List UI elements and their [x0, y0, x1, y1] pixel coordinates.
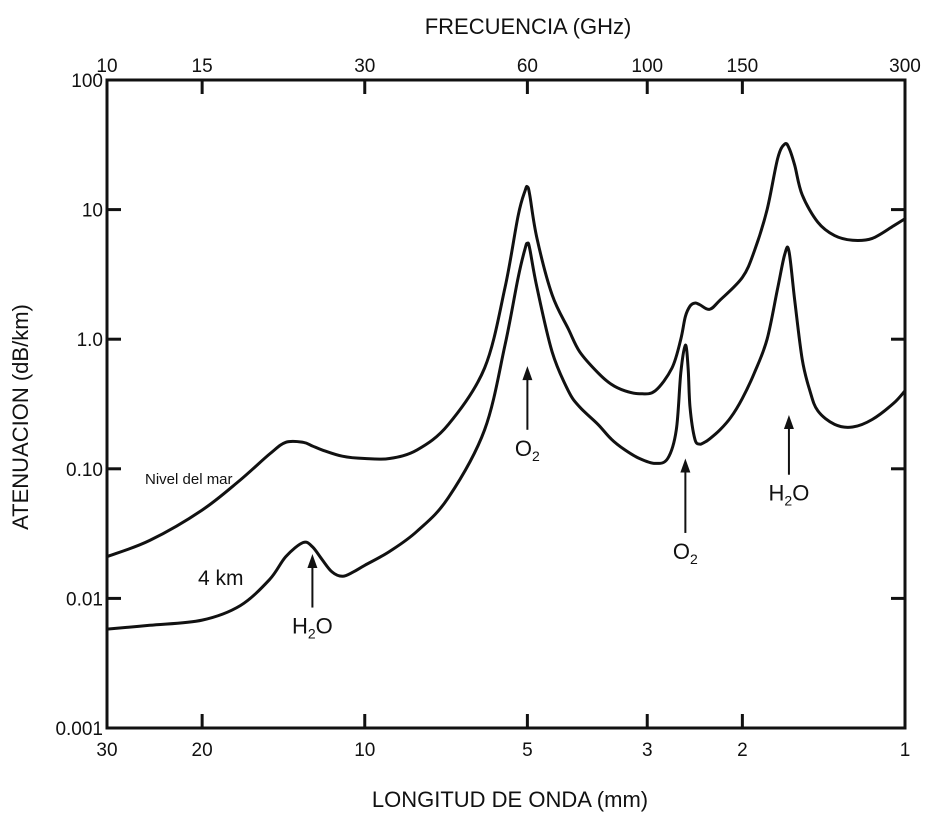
series-label-4-km: 4 km	[198, 567, 244, 590]
arrow-head-h2o_low	[307, 554, 318, 569]
y-tick-label-4: 10	[82, 201, 103, 222]
plot-frame	[105, 78, 907, 730]
x-tick-label-6: 1	[900, 740, 911, 761]
plot-area: 30 20 10 5 3 2 1 10 15 30 60 100 150 300 0.001 0.01 0.10…	[55, 56, 920, 761]
x-tick-label-4: 3	[642, 740, 653, 761]
y-axis-title: ATENUACION (dB/km)	[8, 304, 33, 530]
series-label-nivel-del-mar: Nivel del mar	[145, 471, 233, 488]
x-tick-label-5: 2	[737, 740, 748, 761]
arrow-head-h2o_183	[783, 415, 794, 430]
x2-tick-label-2: 30	[354, 56, 375, 77]
y-tick-label-1: 0.01	[66, 589, 103, 610]
y-tick-label-5: 100	[71, 71, 103, 92]
annotation-label-o2_60: O2	[515, 436, 540, 464]
x-tick-label-1: 20	[192, 740, 213, 761]
y-tick-label-2: 0.10	[66, 460, 103, 481]
x2-tick-label-1: 15	[192, 56, 213, 77]
y-tick-label-3: 1.0	[77, 330, 103, 351]
x2-tick-label-6: 300	[889, 56, 921, 77]
x2-tick-label-4: 100	[631, 56, 663, 77]
x-tick-label-3: 5	[522, 740, 533, 761]
y-tick-label-0: 0.001	[55, 719, 103, 740]
x-tick-label-2: 10	[354, 740, 375, 761]
annotation-label-h2o_183: H2O	[769, 481, 810, 509]
annotation-label-o2_119: O2	[673, 539, 698, 567]
arrow-head-o2_119	[680, 458, 691, 473]
x-tick-label-0: 30	[96, 740, 117, 761]
series-line-4-km	[105, 241, 907, 631]
x2-tick-label-5: 150	[727, 56, 759, 77]
x-axis-title: LONGITUD DE ONDA (mm)	[372, 787, 648, 812]
series-line-nivel-del-mar	[105, 142, 907, 559]
x2-tick-label-0: 10	[96, 56, 117, 77]
x2-tick-label-3: 60	[517, 56, 538, 77]
arrow-head-o2_60	[522, 366, 533, 381]
annotation-label-h2o_low: H2O	[292, 614, 333, 642]
x2-axis-title: FRECUENCIA (GHz)	[425, 14, 632, 39]
